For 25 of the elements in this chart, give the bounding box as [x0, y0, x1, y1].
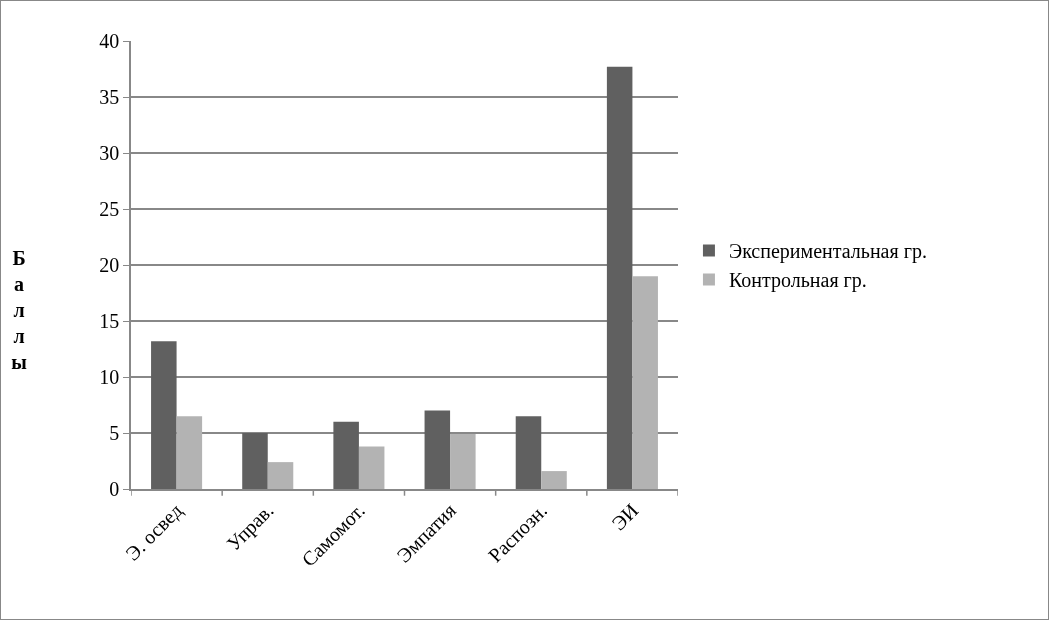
- legend-label: Экспериментальная гр.: [728, 240, 927, 264]
- y-axis-title: Баллы: [11, 247, 28, 373]
- y-tick-label: 25: [99, 198, 120, 220]
- y-tick-label: 0: [109, 478, 120, 500]
- bar: [632, 276, 658, 489]
- bar: [515, 416, 542, 489]
- bar: [176, 416, 203, 489]
- y-tick-label: 20: [99, 254, 120, 276]
- y-tick-label: 35: [99, 86, 120, 108]
- bar: [333, 421, 359, 489]
- bar: [541, 471, 567, 489]
- bar: [606, 66, 633, 489]
- bar: [450, 434, 476, 489]
- bar: [151, 341, 177, 489]
- y-tick-label: 40: [99, 30, 120, 52]
- bar: [424, 410, 451, 489]
- y-tick-label: 30: [99, 142, 120, 164]
- bar: [267, 462, 294, 489]
- bar: [242, 433, 268, 489]
- bar: [358, 446, 385, 489]
- y-tick-label: 5: [109, 422, 120, 444]
- y-tick-label: 10: [99, 366, 120, 388]
- x-tick-label: ЭИ: [607, 499, 643, 535]
- y-tick-label: 15: [99, 310, 120, 332]
- legend-label: Контрольная гр.: [728, 269, 867, 293]
